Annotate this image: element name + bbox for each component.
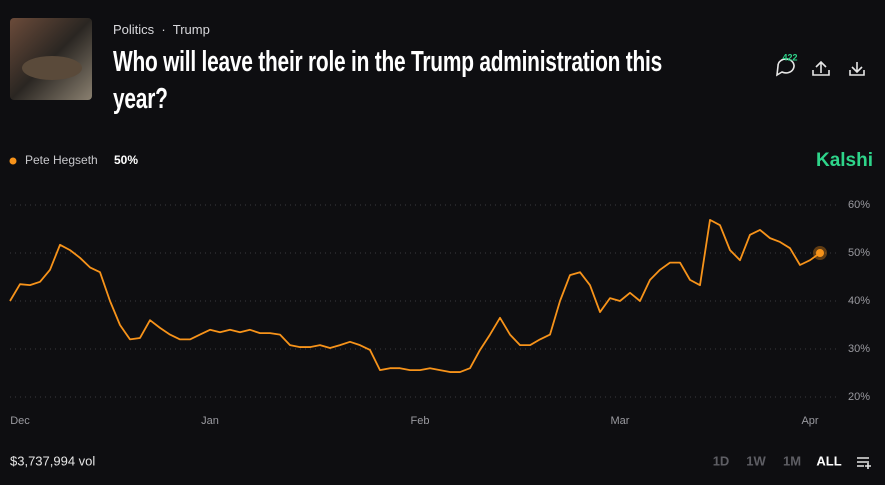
brand: Kalshi bbox=[816, 150, 873, 171]
line bbox=[9, 218, 821, 373]
breadcrumb-item[interactable]: Trump bbox=[172, 22, 210, 37]
volume: $3,737,994 vol bbox=[10, 453, 95, 468]
x-tick-label: Jan bbox=[201, 415, 219, 427]
thumbnail-table bbox=[22, 56, 82, 80]
icons bbox=[776, 58, 871, 469]
y-tick-label: 50% bbox=[848, 247, 870, 259]
legend-dot bbox=[9, 157, 17, 165]
plot: 60% 50% 40% 30% 20% Dec Jan Feb Mar Apr bbox=[9, 199, 870, 427]
legend-value: 50% bbox=[114, 153, 138, 167]
range-button[interactable]: 1M bbox=[783, 453, 801, 468]
comment-icon[interactable] bbox=[776, 58, 795, 77]
list-icon[interactable] bbox=[857, 457, 871, 469]
end-point bbox=[816, 249, 824, 257]
range-button[interactable]: ALL bbox=[816, 453, 841, 468]
comment-count: 422 bbox=[782, 52, 797, 62]
breadcrumb-item[interactable]: Politics bbox=[113, 22, 155, 37]
x-tick-label: Dec bbox=[10, 415, 30, 427]
range-button[interactable]: 1D bbox=[713, 453, 730, 468]
separator: · bbox=[154, 22, 173, 37]
y-tick-label: 60% bbox=[848, 199, 870, 211]
share-icon[interactable] bbox=[812, 60, 830, 76]
range-selector: 1D 1W 1M ALL bbox=[713, 453, 842, 468]
title: Who will leave their role in the Trump a… bbox=[113, 46, 662, 115]
y-tick-label: 40% bbox=[848, 295, 870, 307]
x-tick-label: Apr bbox=[801, 415, 818, 427]
breadcrumb: Politics · Trump bbox=[113, 22, 210, 37]
legend-name: Pete Hegseth bbox=[25, 153, 98, 167]
y-tick-label: 20% bbox=[848, 391, 870, 403]
x-tick-label: Mar bbox=[611, 415, 630, 427]
download-icon[interactable] bbox=[849, 62, 865, 76]
y-tick-label: 30% bbox=[848, 343, 870, 355]
range-button[interactable]: 1W bbox=[746, 453, 766, 468]
x-tick-label: Feb bbox=[411, 415, 430, 427]
